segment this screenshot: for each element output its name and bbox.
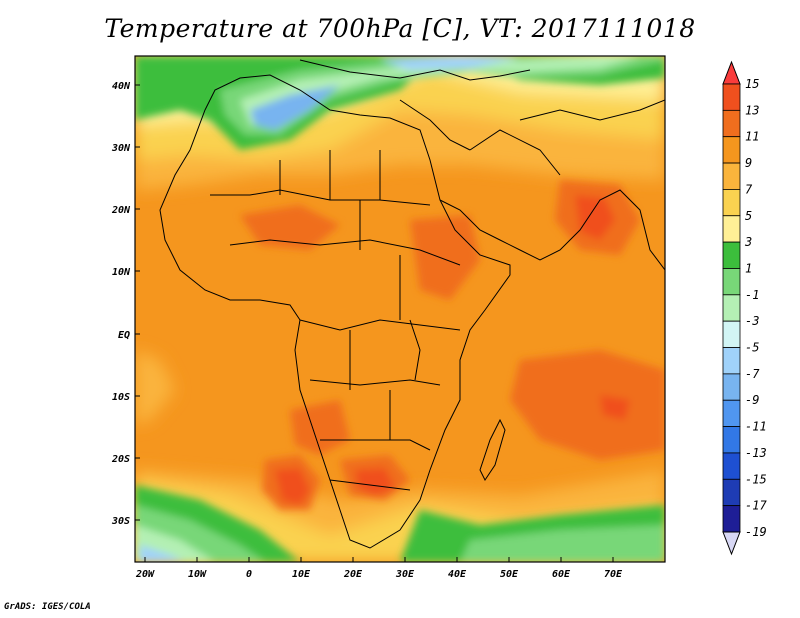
lat-label: EQ: [118, 330, 130, 341]
colorbar-label: 11: [745, 130, 759, 144]
colorbar-box: [722, 109, 741, 138]
lon-label: 0: [246, 569, 252, 580]
colorbar-label: -3: [745, 314, 759, 328]
lon-label: 30E: [395, 569, 415, 580]
colorbar-label: 3: [744, 235, 752, 249]
colorbar-box: [722, 268, 741, 296]
colorbar-box: [722, 136, 741, 164]
colorbar-label: 9: [745, 156, 752, 170]
lon-label: 60E: [552, 569, 571, 580]
colorbar-top-cap: [722, 60, 741, 85]
credit-label: GrADS: IGES/COLA: [4, 602, 91, 612]
colorbar-label: 13: [745, 103, 759, 117]
colorbar-box: [722, 426, 741, 454]
colorbar-label: -17: [745, 499, 767, 513]
map-title: Temperature at 700hPa [C], VT: 201711101…: [104, 14, 696, 43]
colorbar-label: 1: [745, 261, 752, 275]
colorbar-label: -13: [745, 446, 767, 460]
lon-label: 70E: [604, 569, 623, 580]
colorbar-box: [722, 320, 741, 348]
colorbar-label: -5: [745, 341, 759, 355]
colorbar-label: -1: [745, 288, 759, 302]
latitude-axis: 40N 30N 20N 10N EQ 10S 20S 30S: [111, 81, 140, 527]
colorbar-box: [722, 83, 741, 111]
lat-label: 30N: [111, 143, 131, 154]
colorbar-box: [722, 399, 741, 427]
colorbar: 15 13 11 9 7 5 3 1 -1 -3 -5 -7 -9 -11 -13 -15 -17 -19: [722, 60, 767, 556]
lat-label: 20S: [111, 454, 130, 465]
colorbar-box: [722, 347, 741, 375]
longitude-axis: 20W 10W 0 10E 20E 30E 40E 50E 60E 70E: [135, 557, 623, 580]
colorbar-label: 15: [745, 77, 759, 91]
lon-label: 50E: [500, 569, 519, 580]
lon-label: 40E: [448, 569, 467, 580]
colorbar-label: -19: [745, 525, 767, 539]
colorbar-box: [722, 478, 741, 507]
colorbar-label: -15: [745, 472, 767, 486]
colorbar-box: [722, 215, 741, 243]
colorbar-box: [722, 373, 741, 401]
colorbar-label: -11: [745, 420, 767, 434]
map-frame: [134, 55, 666, 563]
colorbar-bottom-cap: [722, 531, 741, 556]
colorbar-label: 5: [745, 209, 752, 223]
colorbar-box: [722, 294, 741, 322]
colorbar-box: [722, 505, 741, 533]
lon-label: 20W: [135, 569, 155, 580]
lon-label: 10E: [292, 569, 311, 580]
lon-label: 20E: [343, 569, 363, 580]
colorbar-label: -9: [745, 393, 759, 407]
colorbar-box: [722, 189, 741, 217]
colorbar-box: [722, 452, 741, 480]
lat-label: 10S: [112, 392, 130, 403]
lat-label: 20N: [111, 205, 131, 216]
lat-label: 10N: [112, 267, 131, 278]
lat-label: 30S: [111, 516, 130, 527]
colorbar-label: 7: [745, 182, 753, 196]
lat-label: 40N: [112, 81, 131, 92]
colorbar-box: [722, 162, 741, 190]
coastlines: [159, 59, 665, 549]
colorbar-box: [722, 241, 741, 269]
colorbar-label: -7: [745, 367, 760, 381]
lon-label: 10W: [188, 569, 207, 580]
